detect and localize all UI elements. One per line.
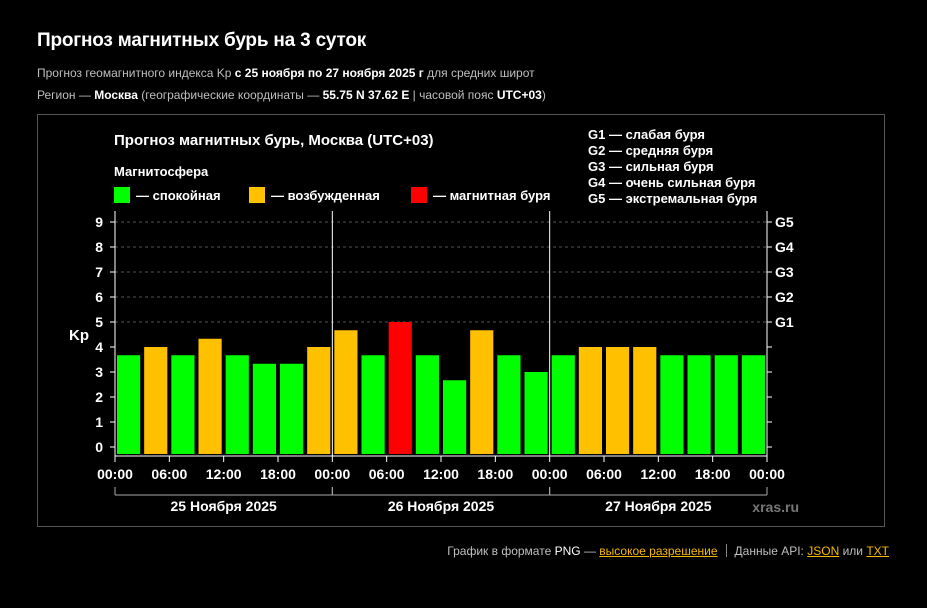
g-scale-item-4: G4 — очень сильная буря: [588, 175, 755, 190]
kp-bar-21: [687, 355, 711, 454]
x-tick-label-7: 18:00: [477, 466, 513, 482]
legend-swatch-1: [249, 187, 265, 203]
kp-forecast-chart: Прогноз магнитных бурь, Москва (UTC+03) М…: [69, 127, 799, 515]
kp-bar-0: [117, 355, 141, 454]
g-scale-item-5: G5 — экстремальная буря: [588, 191, 757, 206]
kp-bar-15: [524, 372, 548, 454]
region-city: Москва: [94, 88, 138, 102]
legend-label-1: — возбужденная: [271, 188, 380, 203]
region-prefix: Регион —: [37, 88, 95, 102]
kp-bar-12: [443, 380, 467, 454]
x-tick-label-4: 00:00: [314, 466, 350, 482]
kp-bar-11: [415, 355, 439, 454]
x-tick-label-10: 12:00: [640, 466, 676, 482]
legend-swatch-0: [114, 187, 130, 203]
kp-bar-5: [252, 363, 276, 454]
kp-bar-1: [144, 347, 168, 454]
kp-bar-10: [388, 322, 412, 454]
chart-frame: Прогноз магнитных бурь, Москва (UTC+03) М…: [37, 114, 885, 527]
x-tick-label-0: 00:00: [97, 466, 133, 482]
g-tick-label-G5: G5: [775, 214, 794, 230]
y-tick-label-1: 1: [95, 414, 103, 430]
footer-png-prefix: График в формате: [447, 544, 555, 558]
kp-bar-20: [660, 355, 684, 454]
hires-link[interactable]: высокое разрешение: [599, 544, 718, 558]
subtitle-dates: с 25 ноября по 27 ноября 2025 г: [234, 66, 424, 80]
kp-bar-6: [280, 363, 304, 454]
x-tick-label-11: 18:00: [695, 466, 731, 482]
x-tick-label-1: 06:00: [151, 466, 187, 482]
legend-label-2: — магнитная буря: [433, 188, 550, 203]
footer-png: PNG: [554, 544, 581, 558]
footer-divider: [725, 544, 727, 557]
x-tick-label-6: 12:00: [423, 466, 459, 482]
legend-title: Магнитосфера: [114, 164, 209, 179]
y-tick-label-0: 0: [95, 439, 103, 455]
kp-bar-14: [497, 355, 521, 454]
day-label-2: 27 Ноября 2025: [605, 498, 712, 514]
y-tick-label-5: 5: [95, 314, 103, 330]
subtitle-prefix: Прогноз геомагнитного индекса Kp: [37, 66, 235, 80]
watermark: xras.ru: [752, 499, 799, 515]
g-tick-label-G4: G4: [775, 239, 794, 255]
kp-bar-4: [225, 355, 249, 454]
region-tz: UTC+03: [496, 88, 542, 102]
g-scale-item-2: G2 — средняя буря: [588, 143, 713, 158]
y-tick-label-6: 6: [95, 289, 103, 305]
day-label-0: 25 Ноября 2025: [171, 498, 278, 514]
kp-bar-3: [198, 338, 222, 454]
g-scale-item-1: G1 — слабая буря: [588, 127, 705, 142]
footer-png-dash: —: [580, 544, 600, 558]
x-tick-label-12: 00:00: [749, 466, 785, 482]
chart-title: Прогноз магнитных бурь, Москва (UTC+03): [114, 132, 434, 149]
legend-label-0: — спокойная: [136, 188, 221, 203]
x-tick-label-2: 12:00: [206, 466, 242, 482]
forecast-subtitle: Прогноз геомагнитного индекса Kp с 25 но…: [37, 66, 535, 80]
y-tick-label-2: 2: [95, 389, 103, 405]
g-tick-label-G1: G1: [775, 314, 794, 330]
footer-api-label: Данные API:: [734, 544, 808, 558]
region-middle: (географические координаты —: [137, 88, 323, 102]
y-tick-label-3: 3: [95, 364, 103, 380]
kp-bar-9: [361, 355, 385, 454]
json-link[interactable]: JSON: [807, 544, 840, 558]
kp-bar-8: [334, 330, 358, 454]
y-tick-label-7: 7: [95, 264, 103, 280]
region-line: Регион — Москва (географические координа…: [37, 88, 546, 102]
footer: График в формате PNG — высокое разрешени…: [447, 544, 889, 558]
kp-bar-18: [606, 347, 630, 454]
kp-bar-17: [578, 347, 602, 454]
region-coords: 55.75 N 37.62 E: [322, 88, 410, 102]
footer-or: или: [839, 544, 867, 558]
y-tick-label-8: 8: [95, 239, 103, 255]
page-title: Прогноз магнитных бурь на 3 суток: [37, 30, 367, 51]
kp-bar-7: [307, 347, 331, 454]
y-axis-label: Kp: [69, 327, 89, 344]
g-scale-item-3: G3 — сильная буря: [588, 159, 714, 174]
g-tick-label-G2: G2: [775, 289, 794, 305]
x-tick-label-3: 18:00: [260, 466, 296, 482]
region-suffix: ): [541, 88, 546, 102]
g-tick-label-G3: G3: [775, 264, 794, 280]
y-tick-label-9: 9: [95, 214, 103, 230]
subtitle-suffix: для средних широт: [423, 66, 535, 80]
kp-bar-16: [551, 355, 575, 454]
x-tick-label-8: 00:00: [532, 466, 568, 482]
kp-bar-13: [470, 330, 494, 454]
kp-bar-22: [714, 355, 738, 454]
legend-swatch-2: [411, 187, 427, 203]
kp-bar-19: [633, 347, 657, 454]
region-tz-prefix: | часовой пояс: [409, 88, 497, 102]
kp-bar-2: [171, 355, 195, 454]
kp-bar-23: [741, 355, 765, 454]
y-tick-label-4: 4: [95, 339, 103, 355]
day-label-1: 26 Ноября 2025: [388, 498, 495, 514]
txt-link[interactable]: TXT: [866, 544, 889, 558]
x-tick-label-9: 06:00: [586, 466, 622, 482]
x-tick-label-5: 06:00: [369, 466, 405, 482]
